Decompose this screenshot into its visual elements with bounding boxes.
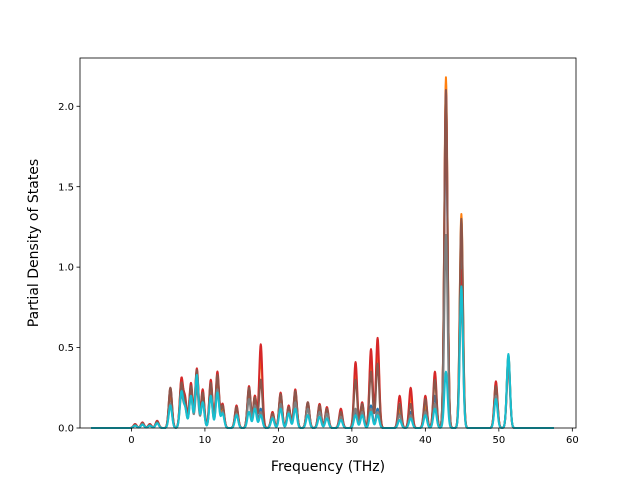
y-axis-label: Partial Density of States xyxy=(26,159,42,327)
x-tick-label: 20 xyxy=(272,435,285,446)
x-tick-label: 50 xyxy=(492,435,505,446)
y-tick-label: 2.0 xyxy=(58,102,74,113)
x-axis-label: Frequency (THz) xyxy=(271,459,385,475)
x-ticks: 0 10 20 30 40 50 60 xyxy=(128,428,579,446)
x-tick-label: 60 xyxy=(566,435,579,446)
plot-frame xyxy=(79,57,577,429)
x-tick-label: 0 xyxy=(128,435,134,446)
x-tick-label: 40 xyxy=(419,435,432,446)
x-tick-label: 30 xyxy=(346,435,359,446)
y-ticks: 0.0 0.5 1.0 1.5 2.0 xyxy=(58,102,80,435)
y-tick-label: 0.5 xyxy=(58,343,74,354)
y-tick-label: 1.0 xyxy=(58,263,74,274)
y-tick-label: 1.5 xyxy=(58,182,74,193)
y-tick-label: 0.0 xyxy=(58,424,74,435)
x-tick-label: 10 xyxy=(199,435,212,446)
